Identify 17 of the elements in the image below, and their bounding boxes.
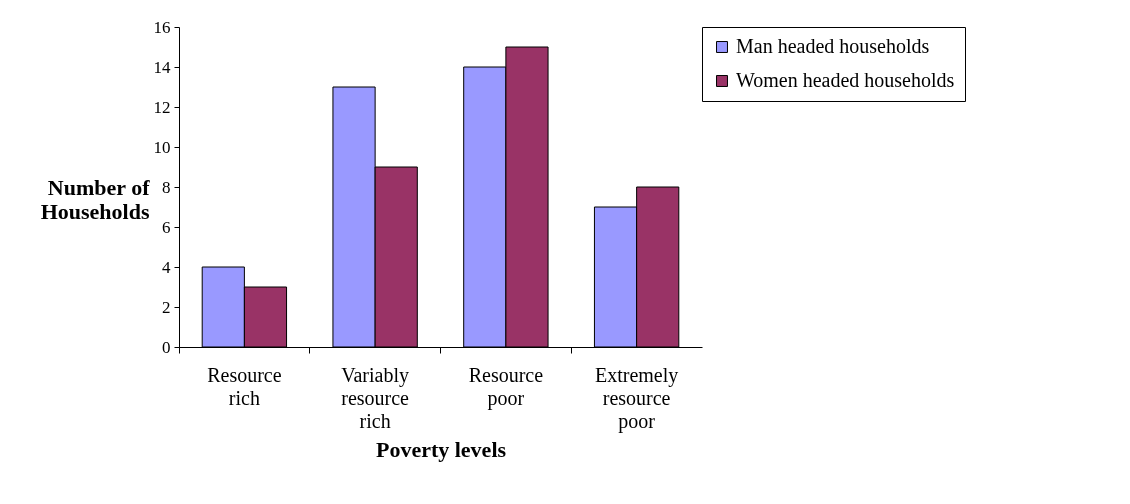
legend-label: Man headed households: [736, 35, 930, 57]
y-tick-label: 12: [153, 97, 171, 117]
x-tick-label: Resource poor: [468, 363, 544, 410]
y-tick-label: 14: [153, 57, 171, 77]
y-tick-label: 8: [162, 177, 171, 197]
x-tick-label: Extremely resource poor: [594, 363, 679, 433]
y-tick-label: 4: [162, 257, 171, 277]
x-tick-label: Resource rich: [207, 363, 282, 409]
y-tick-label: 6: [162, 217, 171, 237]
y-tick-label: 10: [153, 137, 171, 157]
y-tick-label: 2: [162, 297, 171, 317]
y-tick-label: 0: [162, 337, 171, 357]
x-tick-label: Variably resource rich: [341, 363, 410, 432]
y-axis-title: Number of Households: [40, 174, 151, 224]
x-axis-title: Poverty levels: [375, 436, 507, 462]
y-tick-label: 16: [153, 17, 171, 37]
legend-label: Women headed households: [736, 69, 955, 91]
